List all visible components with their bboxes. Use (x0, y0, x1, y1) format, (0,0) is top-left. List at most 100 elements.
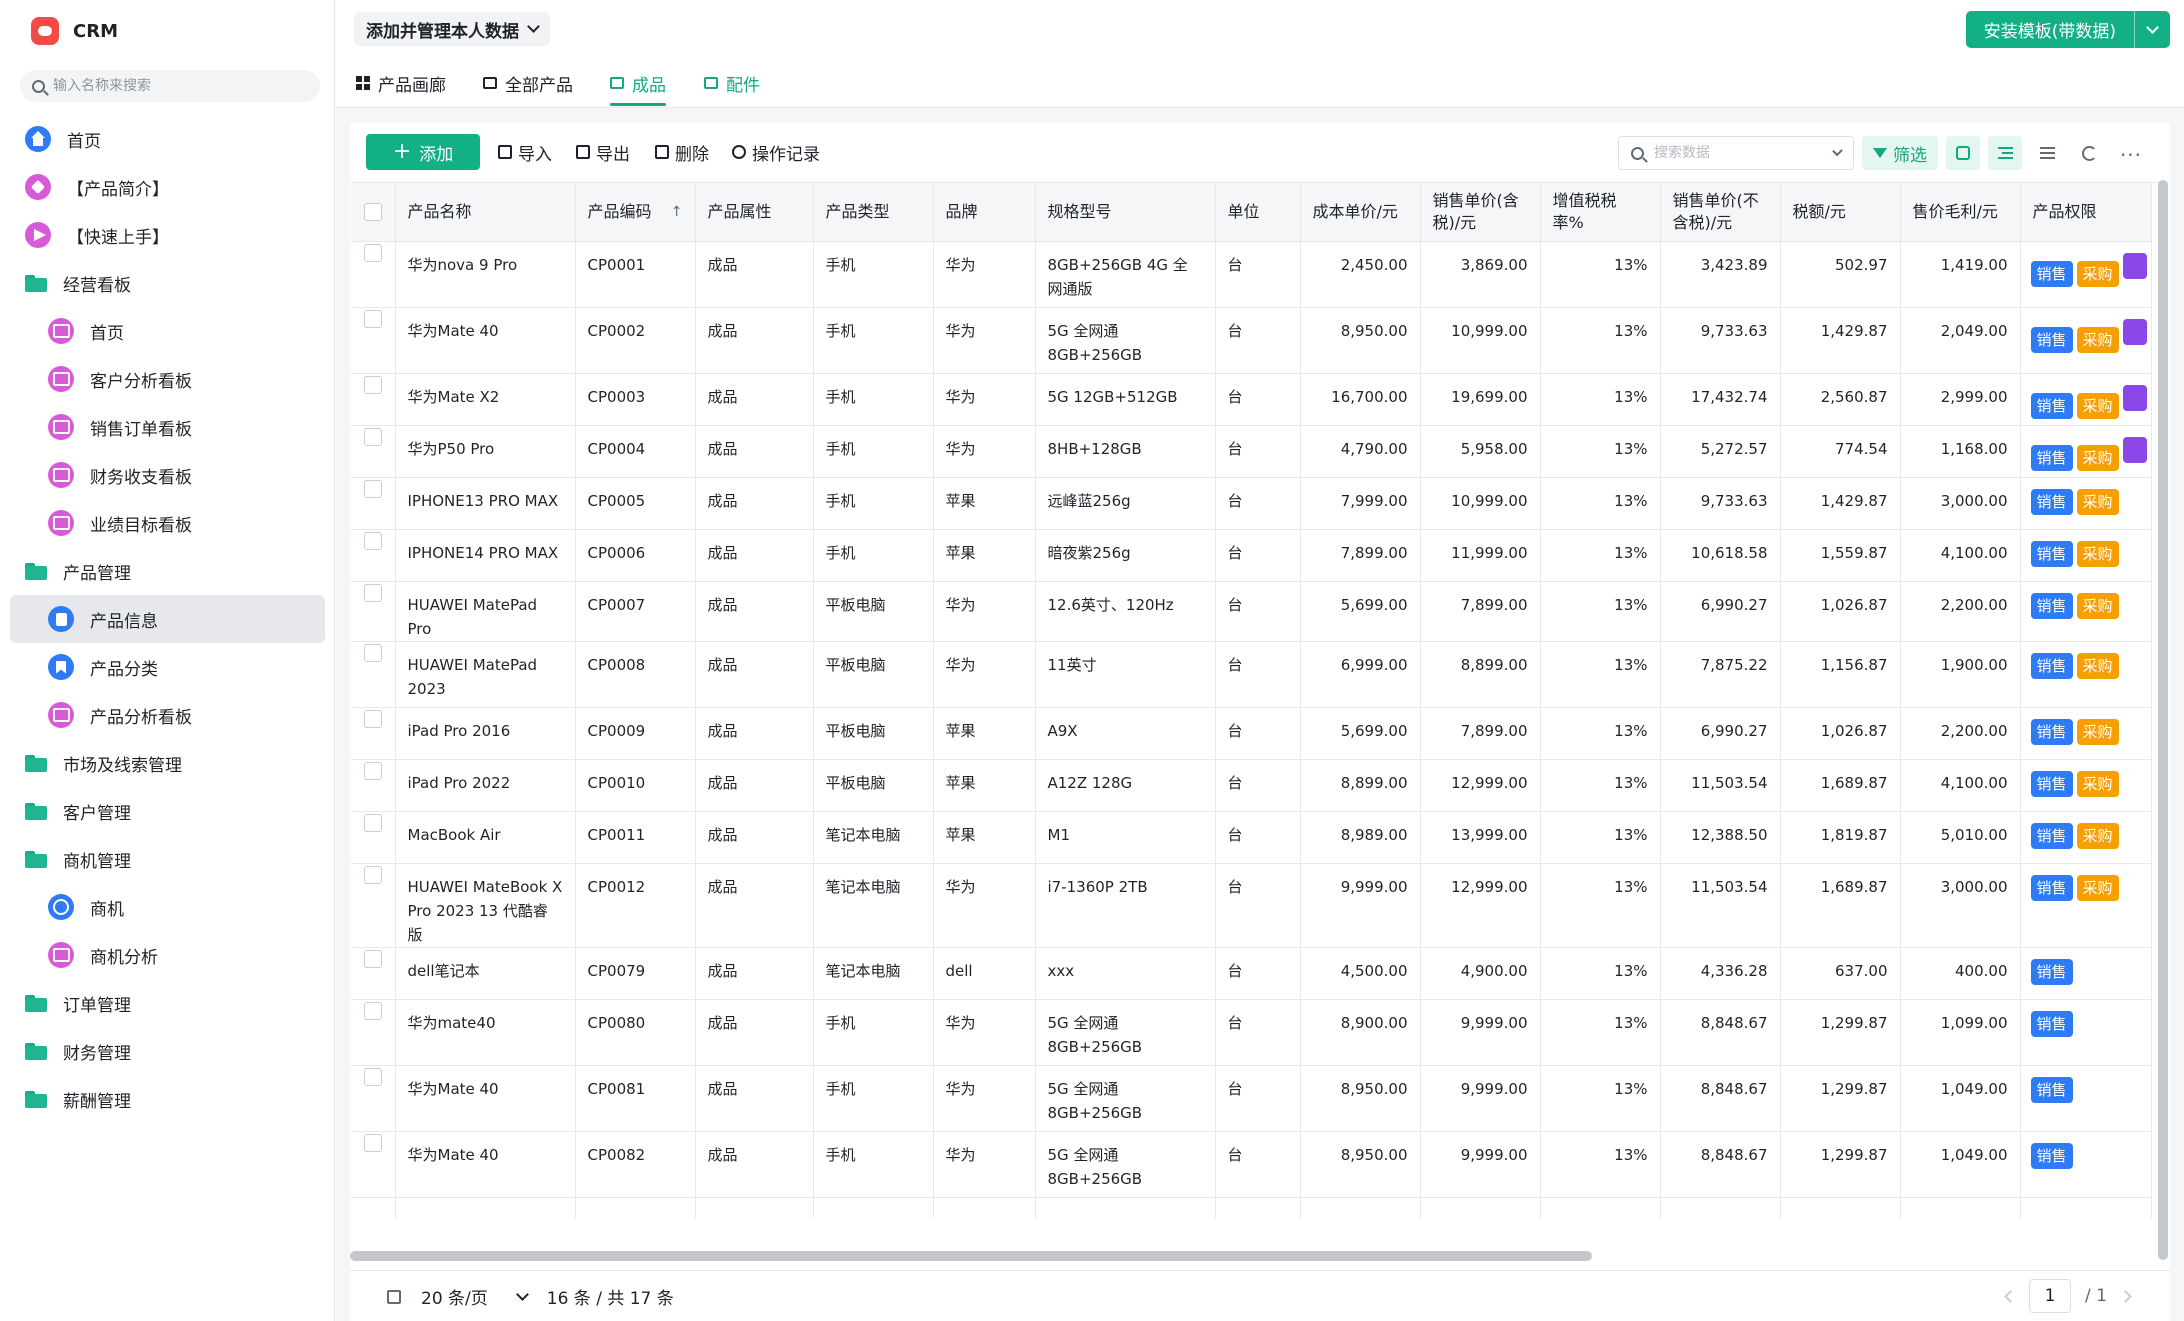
delete-button[interactable]: 删除 (655, 138, 709, 166)
cost-cell[interactable]: 7,899.00 (1300, 529, 1421, 582)
product-code-cell[interactable]: CP0001 (575, 241, 696, 308)
product-code-cell[interactable]: CP0081 (575, 1065, 696, 1132)
product-code-cell[interactable]: CP0012 (575, 863, 696, 948)
permission-cell[interactable]: 销售 采购 (2020, 707, 2152, 760)
product-code-cell[interactable]: CP0009 (575, 707, 696, 760)
product-type-cell[interactable]: 手机 (813, 1131, 934, 1198)
permission-cell[interactable]: 销售 采购 (2020, 373, 2152, 426)
margin-cell[interactable]: 400.00 (1900, 947, 2021, 1000)
spec-cell[interactable]: 暗夜紫256g (1035, 529, 1216, 582)
product-name-cell[interactable]: IPHONE14 PRO MAX (395, 529, 576, 582)
product-name-cell[interactable]: MacBook Air (395, 811, 576, 864)
product-type-cell[interactable]: 笔记本电脑 (813, 811, 934, 864)
spec-cell[interactable]: A12Z 128G (1035, 759, 1216, 812)
tax-rate-cell[interactable]: 13% (1540, 241, 1661, 308)
column-header[interactable]: 销售单价(含税)/元 (1420, 183, 1541, 242)
product-type-cell[interactable]: 平板电脑 (813, 581, 934, 642)
product-attr-cell[interactable]: 成品 (695, 811, 814, 864)
column-header[interactable]: 产品属性 (695, 183, 814, 242)
vertical-scrollbar[interactable] (2158, 180, 2168, 1260)
unit-cell[interactable]: 台 (1215, 307, 1301, 374)
tax-amount-cell[interactable]: 1,026.87 (1780, 581, 1901, 642)
product-attr-cell[interactable]: 成品 (695, 641, 814, 708)
spec-cell[interactable]: 5G 全网通 8GB+256GB (1035, 999, 1216, 1066)
unit-cell[interactable]: 台 (1215, 707, 1301, 760)
sidebar-item[interactable]: 业绩目标看板 (10, 499, 325, 547)
product-type-cell[interactable]: 手机 (813, 477, 934, 530)
price-tax-cell[interactable]: 7,899.00 (1420, 581, 1541, 642)
price-tax-cell[interactable]: 4,900.00 (1420, 947, 1541, 1000)
brand-cell[interactable]: 华为 (933, 1131, 1036, 1198)
cost-cell[interactable]: 8,899.00 (1300, 759, 1421, 812)
product-type-cell[interactable]: 平板电脑 (813, 641, 934, 708)
export-button[interactable]: 导出 (576, 138, 630, 166)
spec-cell[interactable]: 5G 全网通 8GB+256GB (1035, 307, 1216, 374)
margin-cell[interactable]: 2,200.00 (1900, 581, 2021, 642)
product-attr-cell[interactable]: 成品 (695, 581, 814, 642)
product-code-cell[interactable]: CP0010 (575, 759, 696, 812)
product-name-cell[interactable]: 华为nova 9 Pro (395, 241, 576, 308)
sidebar-item[interactable]: 薪酬管理 (10, 1075, 325, 1123)
sidebar-item[interactable]: 财务收支看板 (10, 451, 325, 499)
cost-cell[interactable]: 2,450.00 (1300, 241, 1421, 308)
margin-cell[interactable]: 2,999.00 (1900, 373, 2021, 426)
brand-cell[interactable]: 华为 (933, 425, 1036, 478)
table-row[interactable]: 华为P50 Pro CP0004 成品 手机 华为 8HB+128GB 台 4,790.00 5… (351, 425, 2152, 478)
row-checkbox[interactable] (363, 643, 382, 662)
tax-rate-cell[interactable]: 13% (1540, 759, 1661, 812)
product-code-cell[interactable]: CP0006 (575, 529, 696, 582)
sidebar-item[interactable]: 客户管理 (10, 787, 325, 835)
tax-rate-cell[interactable]: 13% (1540, 307, 1661, 374)
tab-accessories[interactable]: 配件 (704, 58, 760, 108)
price-notax-cell[interactable]: 9,733.63 (1660, 307, 1781, 374)
unit-cell[interactable]: 台 (1215, 581, 1301, 642)
column-header[interactable]: 品牌 (933, 183, 1036, 242)
sidebar-item[interactable]: 产品管理 (10, 547, 325, 595)
unit-cell[interactable]: 台 (1215, 425, 1301, 478)
row-checkbox[interactable] (363, 531, 382, 550)
column-header[interactable]: 增值税税率% (1540, 183, 1661, 242)
table-row[interactable]: 华为Mate 40 CP0082 成品 手机 华为 5G 全网通 8GB+256GB 台 8,… (351, 1131, 2152, 1198)
price-tax-cell[interactable]: 12,999.00 (1420, 759, 1541, 812)
product-type-cell[interactable]: 手机 (813, 1065, 934, 1132)
tax-amount-cell[interactable]: 1,299.87 (1780, 1065, 1901, 1132)
product-name-cell[interactable]: 华为Mate 40 (395, 1131, 576, 1198)
spec-cell[interactable]: i7-1360P 2TB (1035, 863, 1216, 948)
product-name-cell[interactable]: iPad Pro 2016 (395, 707, 576, 760)
product-code-cell[interactable]: CP0004 (575, 425, 696, 478)
page-size-select[interactable]: 20 条/页 (421, 1284, 529, 1309)
product-name-cell[interactable]: 华为mate40 (395, 999, 576, 1066)
unit-cell[interactable]: 台 (1215, 529, 1301, 582)
product-code-cell[interactable]: CP0005 (575, 477, 696, 530)
brand-cell[interactable]: 华为 (933, 999, 1036, 1066)
product-type-cell[interactable]: 平板电脑 (813, 707, 934, 760)
unit-cell[interactable]: 台 (1215, 241, 1301, 308)
tax-amount-cell[interactable]: 637.00 (1780, 947, 1901, 1000)
unit-cell[interactable]: 台 (1215, 947, 1301, 1000)
product-type-cell[interactable]: 平板电脑 (813, 759, 934, 812)
product-code-cell[interactable]: CP0080 (575, 999, 696, 1066)
margin-cell[interactable]: 1,049.00 (1900, 1065, 2021, 1132)
unit-cell[interactable]: 台 (1215, 759, 1301, 812)
sidebar-item[interactable]: 产品信息 (10, 595, 325, 643)
price-notax-cell[interactable]: 12,388.50 (1660, 811, 1781, 864)
product-type-cell[interactable]: 手机 (813, 241, 934, 308)
margin-cell[interactable]: 1,099.00 (1900, 999, 2021, 1066)
product-name-cell[interactable]: dell笔记本 (395, 947, 576, 1000)
refresh-button[interactable] (2072, 136, 2106, 170)
horizontal-scrollbar[interactable] (350, 1251, 1592, 1261)
product-type-cell[interactable]: 笔记本电脑 (813, 863, 934, 948)
price-tax-cell[interactable]: 3,869.00 (1420, 241, 1541, 308)
permission-cell[interactable]: 销售 (2020, 947, 2152, 1000)
column-header[interactable]: 规格型号 (1035, 183, 1216, 242)
tax-rate-cell[interactable]: 13% (1540, 641, 1661, 708)
sidebar-item[interactable]: 订单管理 (10, 979, 325, 1027)
table-row[interactable]: HUAWEI MateBook X Pro 2023 13 代酷睿版 CP0012… (351, 863, 2152, 948)
permission-cell[interactable]: 销售 (2020, 1131, 2152, 1198)
product-code-cell[interactable]: CP0082 (575, 1131, 696, 1198)
tax-amount-cell[interactable]: 1,156.87 (1780, 641, 1901, 708)
tax-amount-cell[interactable]: 1,299.87 (1780, 1131, 1901, 1198)
tax-amount-cell[interactable]: 1,429.87 (1780, 307, 1901, 374)
product-attr-cell[interactable]: 成品 (695, 1065, 814, 1132)
tax-rate-cell[interactable]: 13% (1540, 425, 1661, 478)
